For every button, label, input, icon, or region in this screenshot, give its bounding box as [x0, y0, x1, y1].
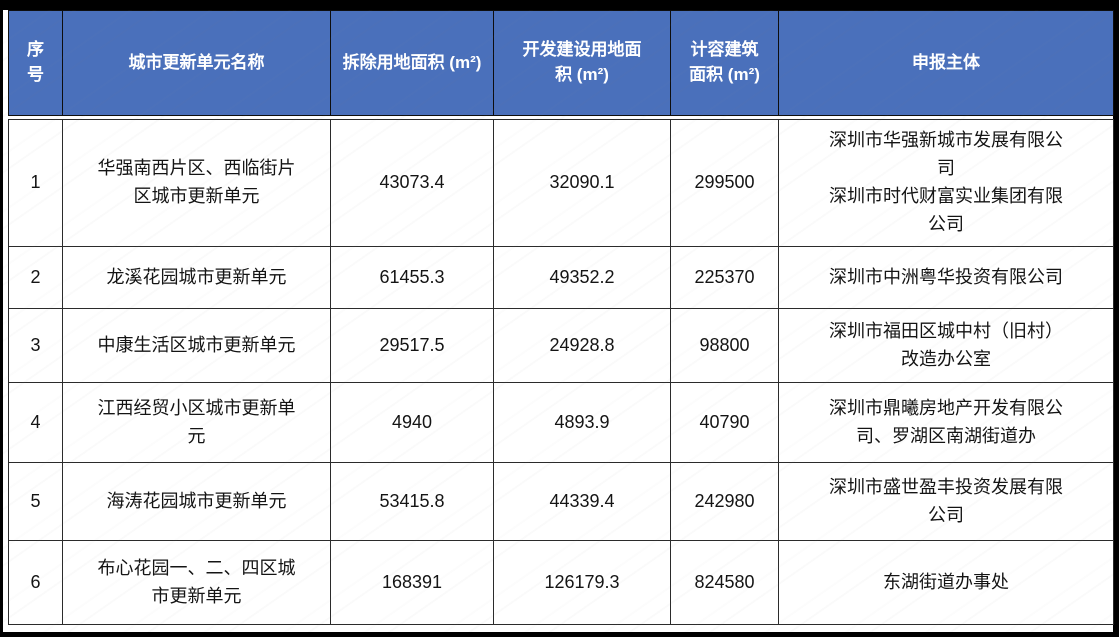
cell-index: 1 [8, 119, 63, 247]
cell-floor-area: 242980 [670, 462, 779, 541]
col-header-development-area: 开发建设用地面积 (m²) [493, 10, 671, 116]
col-header-floor-area: 计容建筑面积 (m²) [670, 10, 779, 116]
cell-unit-name: 江西经贸小区城市更新单元 [62, 382, 331, 463]
cell-unit-name: 布心花园一、二、四区城市更新单元 [62, 540, 331, 625]
cell-development-area: 126179.3 [493, 540, 671, 625]
cell-unit-name: 龙溪花园城市更新单元 [62, 246, 331, 309]
col-header-applicant: 申报主体 [778, 10, 1114, 116]
cell-unit-name: 中康生活区城市更新单元 [62, 308, 331, 383]
cell-applicant: 深圳市福田区城中村（旧村）改造办公室 [778, 308, 1114, 383]
cell-floor-area: 225370 [670, 246, 779, 309]
document-page: 序号 城市更新单元名称 拆除用地面积 (m²) 开发建设用地面积 (m²) 计容… [3, 10, 1114, 632]
cell-floor-area: 98800 [670, 308, 779, 383]
cell-unit-name: 华强南西片区、西临街片区城市更新单元 [62, 119, 331, 247]
table-row: 3 中康生活区城市更新单元 29517.5 24928.8 98800 深圳市福… [8, 308, 1114, 383]
table-row: 4 江西经贸小区城市更新单元 4940 4893.9 40790 深圳市鼎曦房地… [8, 382, 1114, 463]
cell-applicant: 深圳市华强新城市发展有限公司 深圳市时代财富实业集团有限公司 [778, 119, 1114, 247]
cell-demolition-area: 43073.4 [330, 119, 494, 247]
col-header-index: 序号 [8, 10, 63, 116]
cell-index: 6 [8, 540, 63, 625]
cell-applicant: 深圳市鼎曦房地产开发有限公司、罗湖区南湖街道办 [778, 382, 1114, 463]
cell-development-area: 49352.2 [493, 246, 671, 309]
cell-index: 5 [8, 462, 63, 541]
table-row: 6 布心花园一、二、四区城市更新单元 168391 126179.3 82458… [8, 540, 1114, 625]
table-header: 序号 城市更新单元名称 拆除用地面积 (m²) 开发建设用地面积 (m²) 计容… [8, 10, 1114, 116]
col-header-unit-name: 城市更新单元名称 [62, 10, 331, 116]
cell-index: 3 [8, 308, 63, 383]
header-row: 序号 城市更新单元名称 拆除用地面积 (m²) 开发建设用地面积 (m²) 计容… [8, 10, 1114, 116]
cell-applicant: 东湖街道办事处 [778, 540, 1114, 625]
cell-demolition-area: 168391 [330, 540, 494, 625]
cell-development-area: 32090.1 [493, 119, 671, 247]
cell-index: 2 [8, 246, 63, 309]
renewal-units-table: 序号 城市更新单元名称 拆除用地面积 (m²) 开发建设用地面积 (m²) 计容… [8, 10, 1114, 625]
cell-demolition-area: 53415.8 [330, 462, 494, 541]
col-header-demolition-area: 拆除用地面积 (m²) [330, 10, 494, 116]
table-row: 5 海涛花园城市更新单元 53415.8 44339.4 242980 深圳市盛… [8, 462, 1114, 541]
cell-floor-area: 40790 [670, 382, 779, 463]
cell-demolition-area: 29517.5 [330, 308, 494, 383]
cell-demolition-area: 61455.3 [330, 246, 494, 309]
cell-floor-area: 824580 [670, 540, 779, 625]
table-row: 1 华强南西片区、西临街片区城市更新单元 43073.4 32090.1 299… [8, 119, 1114, 247]
cell-applicant: 深圳市中洲粤华投资有限公司 [778, 246, 1114, 309]
cell-floor-area: 299500 [670, 119, 779, 247]
cell-index: 4 [8, 382, 63, 463]
cell-demolition-area: 4940 [330, 382, 494, 463]
table-body: 1 华强南西片区、西临街片区城市更新单元 43073.4 32090.1 299… [8, 119, 1114, 625]
table-row: 2 龙溪花园城市更新单元 61455.3 49352.2 225370 深圳市中… [8, 246, 1114, 309]
cell-development-area: 4893.9 [493, 382, 671, 463]
cell-development-area: 44339.4 [493, 462, 671, 541]
cell-development-area: 24928.8 [493, 308, 671, 383]
cell-applicant: 深圳市盛世盈丰投资发展有限公司 [778, 462, 1114, 541]
cell-unit-name: 海涛花园城市更新单元 [62, 462, 331, 541]
